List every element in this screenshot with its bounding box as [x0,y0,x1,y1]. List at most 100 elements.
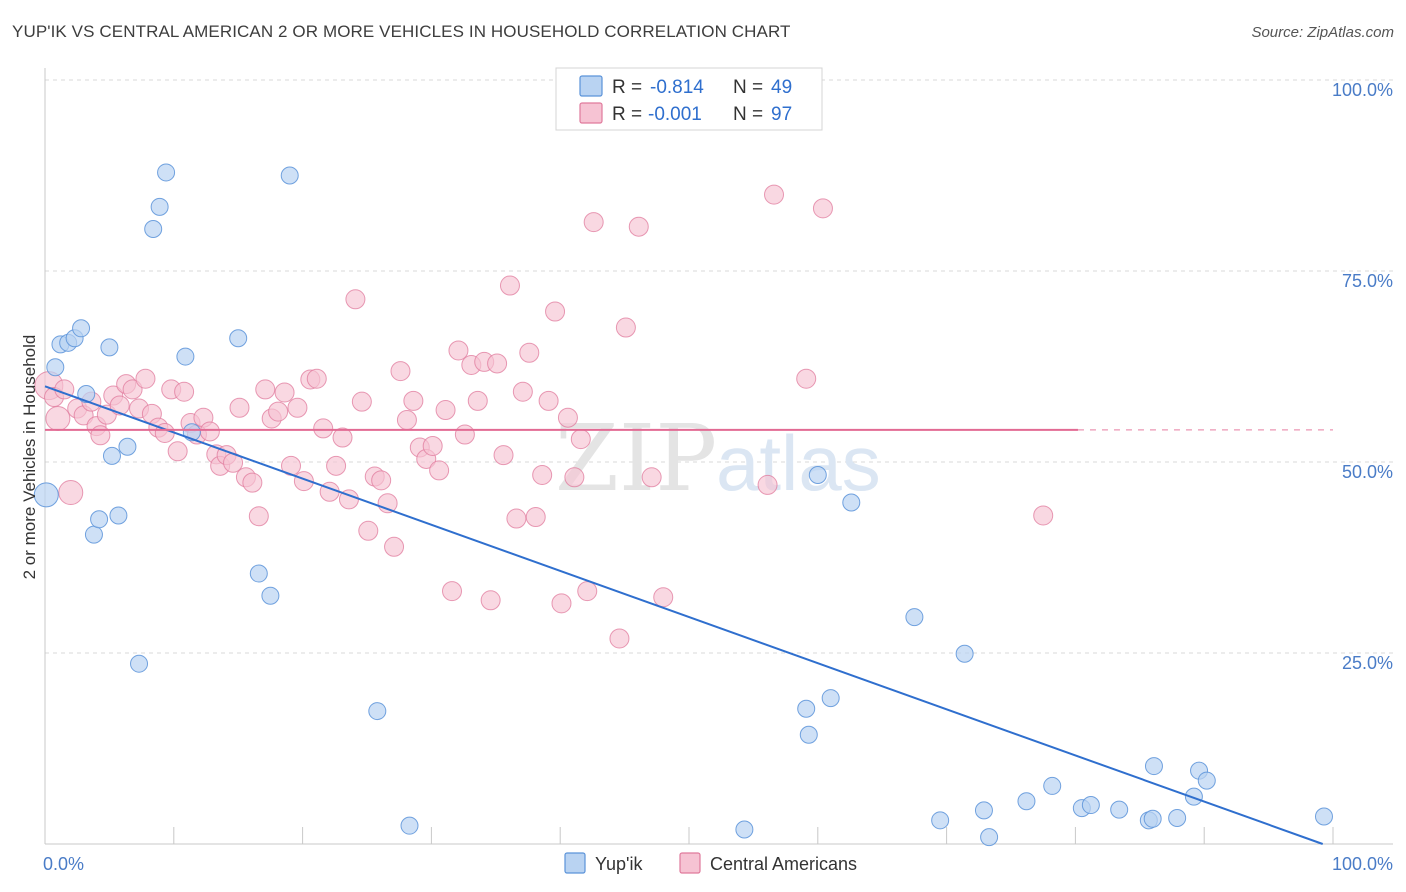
central-americans-point [429,460,450,481]
legend: R = -0.814 N = 49 R = -0.001 N = 97 [555,67,823,131]
central-americans-point [384,536,405,557]
central-americans-point [199,421,220,442]
yupik-point [735,820,754,839]
central-americans-point [512,381,533,402]
yupik-point [931,811,950,830]
yupik-points [33,163,1333,847]
y-tick-label: 25.0% [1342,653,1393,673]
central-americans-point [422,435,443,456]
central-americans-point [557,407,578,428]
central-americans-point [609,628,630,649]
central-americans-point [255,379,276,400]
yupik-point [808,465,827,484]
central-americans-point [525,507,546,528]
yupik-point [799,725,818,744]
legend-n-label-yupik: N = [733,77,763,98]
yupik-point [1144,757,1163,776]
yupik-point [157,163,176,182]
yupik-point [842,493,861,512]
bottom-legend-label-yupik: Yup'ik [595,854,643,874]
yupik-point [1314,807,1333,826]
yupik-point [77,385,96,404]
x-tick-label-min: 0.0% [43,854,84,874]
central-americans-point [351,391,372,412]
central-americans-points [34,184,1054,649]
chart-title: YUP'IK VS CENTRAL AMERICAN 2 OR MORE VEH… [12,22,791,41]
legend-n-value-central-americans: 97 [771,104,792,125]
central-americans-point [812,198,833,219]
central-americans-point [641,467,662,488]
central-americans-point [564,467,585,488]
yupik-point [1197,771,1216,790]
yupik-point [821,689,840,708]
central-americans-point [467,390,488,411]
legend-r-value-yupik: -0.814 [650,77,704,98]
central-americans-point [306,368,327,389]
central-americans-point [577,581,598,602]
y-tick-label: 75.0% [1342,271,1393,291]
yupik-point [368,702,387,721]
yupik-point [905,608,924,627]
trend-lines [44,385,1333,845]
yupik-point [100,338,119,357]
central-americans-point [287,397,308,418]
central-americans-point [493,445,514,466]
central-americans-point [757,474,778,495]
chart-source: Source: ZipAtlas.com [1251,24,1394,41]
yupik-point [118,437,137,456]
central-americans-point [358,520,379,541]
central-americans-point [242,472,263,493]
central-americans-point [45,405,71,431]
legend-n-label-central-americans: N = [733,104,763,125]
central-americans-point [480,590,501,611]
yupik-point [261,586,280,605]
yupik-point [1184,787,1203,806]
central-americans-point [615,317,636,338]
central-americans-point [135,368,156,389]
legend-r-label-central-americans: R = [612,104,642,125]
central-americans-point [538,390,559,411]
central-americans-point [122,379,143,400]
watermark-atlas: atlas [716,419,881,507]
central-americans-point [628,216,649,237]
central-americans-point [326,455,347,476]
yupik-point [1043,776,1062,795]
central-americans-point [403,390,424,411]
central-americans-point [454,424,475,445]
central-americans-point [583,212,604,233]
central-americans-point [268,401,289,422]
central-americans-point [332,427,353,448]
yupik-point [1110,800,1129,819]
central-americans-point [545,301,566,322]
central-americans-point [570,429,591,450]
yupik-point [1143,809,1162,828]
yupik-point [72,319,91,338]
central-americans-point [174,381,195,402]
yupik-point [144,219,163,238]
yupik-point [33,482,59,508]
yupik-point [109,506,128,525]
yupik-point [229,329,248,348]
yupik-point [176,347,195,366]
central-americans-point [390,361,411,382]
central-americans-point [313,418,334,439]
x-tick-label-max: 100.0% [1332,854,1393,874]
central-americans-point [435,400,456,421]
legend-n-value-yupik: 49 [771,77,792,98]
bottom-legend-swatch-yupik [564,852,586,874]
central-americans-point [653,587,674,608]
central-americans-point [396,409,417,430]
central-americans-point [109,395,130,416]
yupik-point [46,358,65,377]
yupik-point [974,801,993,820]
y-axis-label: 2 or more Vehicles in Household [20,335,39,580]
yupik-point [1168,809,1187,828]
yupik-trend-line [44,385,1324,845]
central-americans-point [248,506,269,527]
central-americans-point [519,342,540,363]
watermark-zip: ZIP [555,405,717,512]
yupik-point [280,166,299,185]
yupik-point [102,446,121,465]
legend-swatch-central-americans [579,102,603,124]
